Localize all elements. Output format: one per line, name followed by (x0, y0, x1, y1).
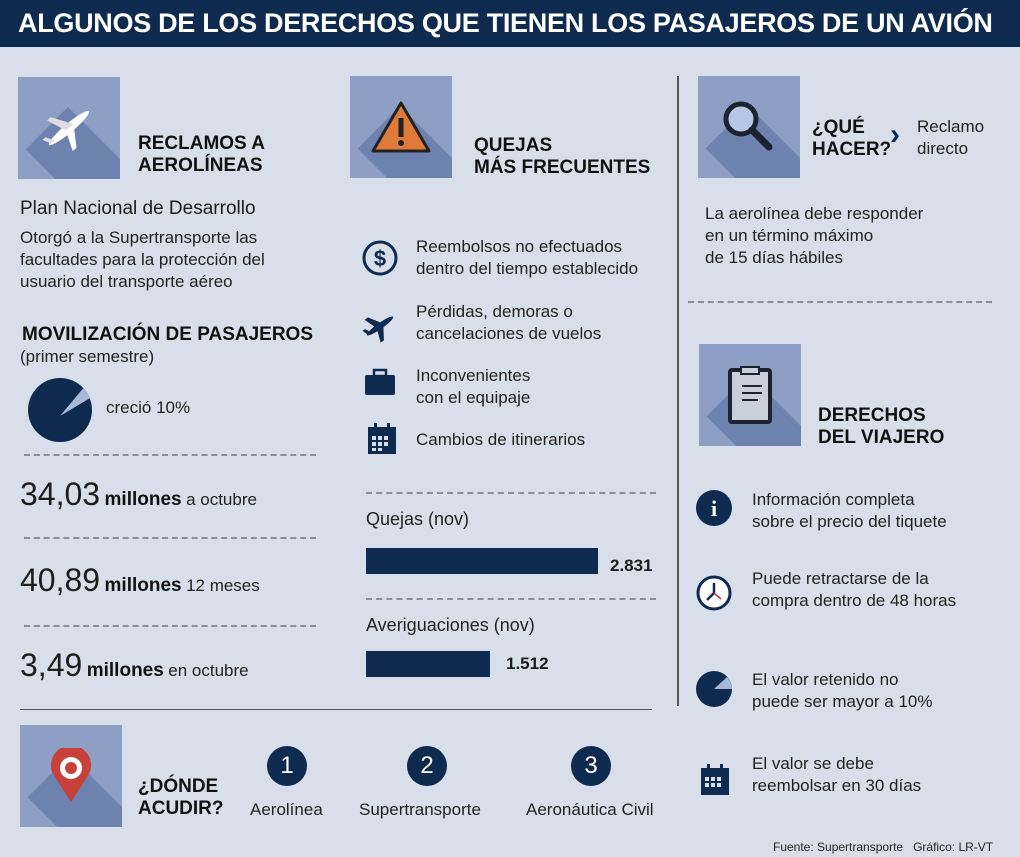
svg-text:$: $ (374, 246, 386, 271)
credit-text: Gráfico: LR-VT (913, 840, 994, 854)
warning-tile (350, 76, 452, 178)
clipboard-icon (699, 344, 801, 446)
divider (20, 709, 652, 710)
info-icon: i (696, 490, 732, 526)
option-number-3: 3 (571, 746, 611, 786)
growth-pie-icon (28, 378, 92, 442)
stat-value: 40,89 (20, 562, 101, 598)
movilizacion-title: MOVILIZACIÓN DE PASAJEROS (22, 324, 314, 345)
clipboard-tile (699, 344, 801, 446)
queja-text: con el equipaje (416, 388, 531, 407)
donde-title: ACUDIR? (138, 798, 224, 819)
derecho-text: reembolsar en 30 días (752, 776, 922, 795)
stat-unit: millones (86, 660, 164, 681)
option-label: Aeronáutica Civil (526, 800, 654, 819)
plan-subtitle: Plan Nacional de Desarrollo (20, 198, 256, 219)
que-hacer-text: en un término máximo (705, 226, 874, 245)
queja-text: Reembolsos no efectuados (416, 237, 623, 256)
bar-label: Quejas (nov) (366, 509, 470, 529)
airplane-icon (362, 308, 398, 344)
pie-icon (696, 671, 732, 707)
airplane-icon (18, 77, 120, 179)
averiguaciones-bar (366, 651, 490, 677)
answer-text: directo (917, 139, 969, 158)
stat-row: 34,03 millones a octubre (20, 476, 257, 513)
queja-text: Cambios de itinerarios (416, 430, 586, 449)
stat-value: 3,49 (20, 647, 83, 683)
source-text: Fuente: Supertransporte (773, 840, 904, 854)
que-hacer-title: ¿QUÉ (812, 117, 865, 138)
chevron-right-icon: › (890, 118, 900, 151)
stat-unit: millones (104, 575, 182, 596)
location-tile (20, 725, 122, 827)
derecho-text: El valor retenido no (752, 670, 899, 689)
reclamos-title-1: RECLAMOS A (138, 133, 266, 154)
clock-icon (696, 575, 732, 611)
magnifier-icon (698, 76, 800, 178)
column-divider (677, 76, 679, 706)
divider (688, 301, 992, 303)
option-number-2: 2 (407, 746, 447, 786)
queja-text: Inconvenientes (416, 366, 531, 385)
growth-label: creció 10% (106, 398, 191, 417)
que-hacer-text: de 15 días hábiles (705, 248, 843, 267)
bar-value: 2.831 (610, 556, 653, 575)
calendar-icon (364, 421, 400, 457)
divider (24, 625, 316, 627)
derecho-text: sobre el precio del tiquete (752, 512, 947, 531)
stat-note: a octubre (186, 490, 257, 509)
derecho-text: compra dentro de 48 horas (752, 591, 957, 610)
divider (366, 492, 656, 494)
derecho-text: Puede retractarse de la (752, 569, 929, 588)
quejas-title-1: QUEJAS (474, 135, 553, 156)
briefcase-icon (362, 364, 398, 400)
calendar-icon (697, 762, 733, 798)
option-number-1: 1 (267, 746, 307, 786)
answer-text: Reclamo (917, 117, 985, 136)
quejas-bar (366, 548, 598, 574)
dollar-icon: $ (362, 240, 398, 276)
stat-note: en octubre (168, 661, 249, 680)
movilizacion-subtitle: (primer semestre) (20, 347, 155, 366)
derecho-text: puede ser mayor a 10% (752, 692, 933, 711)
que-hacer-title: HACER? (812, 139, 892, 160)
queja-text: Pérdidas, demoras o (416, 302, 573, 321)
derecho-text: El valor se debe (752, 754, 874, 773)
divider (366, 598, 656, 600)
derechos-title: DEL VIAJERO (818, 427, 945, 448)
derechos-title: DERECHOS (818, 405, 926, 426)
divider (24, 537, 316, 539)
svg-text:i: i (711, 496, 717, 521)
reclamos-title-2: AEROLÍNEAS (138, 155, 263, 176)
stat-unit: millones (104, 489, 182, 510)
stat-row: 3,49 millones en octubre (20, 647, 249, 684)
stat-value: 34,03 (20, 476, 101, 512)
stat-row: 40,89 millones 12 meses (20, 562, 260, 599)
queja-text: cancelaciones de vuelos (416, 324, 602, 343)
stat-note: 12 meses (186, 576, 260, 595)
option-label: Supertransporte (359, 800, 481, 819)
divider (24, 454, 316, 456)
bar-value: 1.512 (506, 654, 549, 673)
page-title: ALGUNOS DE LOS DERECHOS QUE TIENEN LOS P… (0, 0, 1020, 47)
reclamos-text: facultades para la protección del (20, 250, 265, 269)
bar-label: Averiguaciones (nov) (366, 615, 535, 635)
option-label: Aerolínea (250, 800, 323, 819)
reclamos-text: usuario del transporte aéreo (20, 272, 233, 291)
que-hacer-text: La aerolínea debe responder (705, 204, 924, 223)
warning-icon (350, 76, 452, 178)
derecho-text: Información completa (752, 490, 915, 509)
donde-title: ¿DÓNDE (138, 776, 219, 797)
location-pin-icon (20, 725, 122, 827)
search-tile (698, 76, 800, 178)
airplane-tile (18, 77, 120, 179)
reclamos-text: Otorgó a la Supertransporte las (20, 228, 258, 247)
queja-text: dentro del tiempo establecido (416, 259, 639, 278)
quejas-title-2: MÁS FRECUENTES (474, 157, 651, 178)
